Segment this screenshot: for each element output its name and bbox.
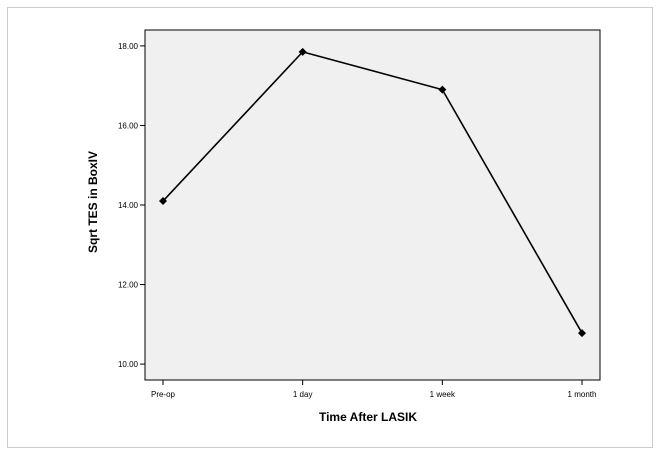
x-axis-ticks: Pre-op 1 day 1 week 1 month xyxy=(151,380,596,399)
series-layer xyxy=(159,47,586,338)
y-tick-label: 14.00 xyxy=(118,201,139,210)
plot-area xyxy=(144,29,601,381)
y-axis-ticks: 10.00 12.00 14.00 16.00 18.00 xyxy=(118,42,145,369)
data-point xyxy=(438,85,447,94)
data-point xyxy=(298,47,307,56)
y-axis-title: Sqrt TES in BoxIV xyxy=(86,151,100,253)
x-axis-title: Time After LASIK xyxy=(319,410,417,424)
y-tick-label: 12.00 xyxy=(118,281,139,290)
data-point xyxy=(578,329,586,338)
y-tick-label: 18.00 xyxy=(118,42,139,51)
x-tick-label: 1 week xyxy=(430,390,456,399)
x-tick-label: 1 month xyxy=(568,390,597,399)
y-tick-label: 16.00 xyxy=(118,121,139,130)
y-tick-label: 10.00 xyxy=(118,360,139,369)
x-tick-label: Pre-op xyxy=(151,390,176,399)
data-point xyxy=(159,197,167,206)
series-line xyxy=(162,50,583,334)
x-tick-label: 1 day xyxy=(293,390,313,399)
